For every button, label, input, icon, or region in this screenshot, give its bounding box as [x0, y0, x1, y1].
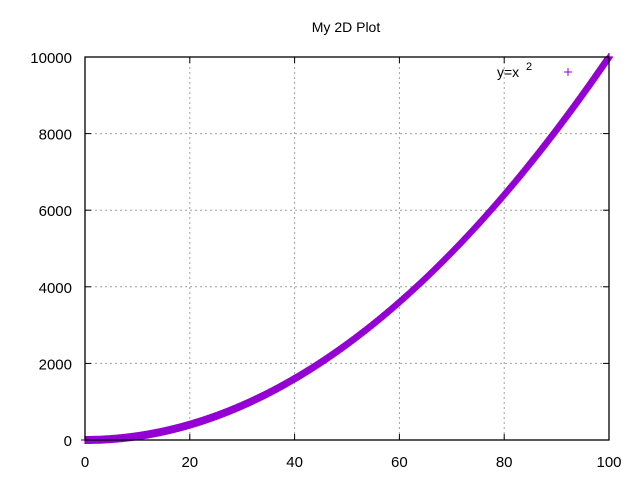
data-series-y-equals-x-squared [81, 53, 613, 444]
legend-label: y=x [497, 64, 519, 80]
y-tick-label: 4000 [39, 280, 72, 297]
legend-label-superscript: 2 [526, 61, 532, 73]
plot-frame [84, 56, 610, 441]
y-tick-label: 10000 [30, 50, 72, 67]
y-tick-label: 8000 [39, 127, 72, 144]
x-tick-label: 80 [496, 454, 513, 471]
chart-title: My 2D Plot [312, 19, 381, 35]
grid-lines [85, 57, 609, 440]
x-tick-label: 20 [181, 454, 198, 471]
x-tick-label: 40 [286, 454, 303, 471]
x-tick-label: 60 [391, 454, 408, 471]
y-axis-tick-labels: 0 2000 4000 6000 8000 10000 [30, 50, 72, 450]
y-tick-label: 6000 [39, 203, 72, 220]
legend: y=x 2 [497, 61, 572, 80]
y-tick-label: 2000 [39, 356, 72, 373]
x-axis-tick-labels: 0 20 40 60 80 100 [81, 454, 622, 471]
axis-ticks [84, 56, 610, 441]
legend-plus-marker-icon [564, 68, 572, 76]
y-tick-label: 0 [64, 433, 72, 450]
x-tick-label: 100 [596, 454, 621, 471]
x-tick-label: 0 [81, 454, 89, 471]
